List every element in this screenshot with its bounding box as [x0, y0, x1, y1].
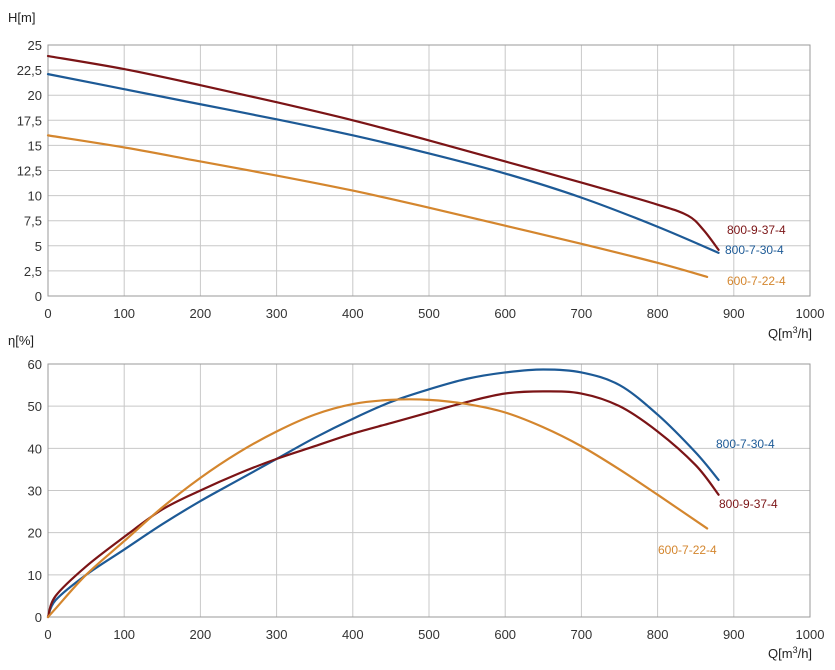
efficiency-chart: 0 100 200 300 400 500 600 700 800 900 1000 0 10 20 30 4… — [8, 333, 824, 661]
x-tick-label: 800 — [647, 627, 669, 642]
y-tick-label: 60 — [28, 357, 42, 372]
series-line-600-7-22-4 — [46, 134, 709, 279]
x-tick-label: 500 — [418, 306, 440, 321]
x-tick-label: 600 — [494, 627, 516, 642]
y-tick-label: 10 — [28, 568, 42, 583]
x-tick-label: 200 — [190, 627, 212, 642]
y-tick-label: 2,5 — [24, 264, 42, 279]
x-tick-label: 900 — [723, 627, 745, 642]
x-tick-label: 600 — [494, 306, 516, 321]
x-tick-label: 200 — [190, 306, 212, 321]
plot-frame — [47, 44, 811, 297]
y-tick-label: 10 — [28, 189, 42, 204]
y-tick-label: 7,5 — [24, 214, 42, 229]
y-tick-label: 22,5 — [17, 63, 42, 78]
x-tick-label: 0 — [44, 627, 51, 642]
x-axis-label: Q[m3/h] — [768, 325, 812, 341]
x-tick-label: 100 — [113, 627, 135, 642]
y-tick-label: 50 — [28, 399, 42, 414]
series-line-800-7-30-4 — [46, 73, 720, 254]
series-label-600-7-22-4: 600-7-22-4 — [727, 274, 786, 288]
x-tick-label: 700 — [571, 627, 593, 642]
x-tick-label: 900 — [723, 306, 745, 321]
series-label-800-9-37-4: 800-9-37-4 — [719, 497, 778, 511]
x-tick-label: 100 — [113, 306, 135, 321]
y-tick-label: 5 — [35, 239, 42, 254]
y-tick-label: 40 — [28, 441, 42, 456]
y-axis-label: H[m] — [8, 10, 35, 25]
series-label-800-9-37-4: 800-9-37-4 — [727, 223, 786, 237]
x-axis-label: Q[m3/h] — [768, 645, 812, 661]
series-line-800-9-37-4 — [46, 390, 720, 619]
plot-frame — [47, 363, 811, 618]
y-tick-label: 12,5 — [17, 164, 42, 179]
y-tick-label: 20 — [28, 526, 42, 541]
head-chart: 0 100 200 300 400 500 600 700 800 900 1000 0 2,5 5 7,5… — [8, 10, 824, 341]
y-tick-label: 0 — [35, 289, 42, 304]
y-tick-label: 0 — [35, 610, 42, 625]
series-label-600-7-22-4: 600-7-22-4 — [658, 543, 717, 557]
x-tick-label: 500 — [418, 627, 440, 642]
x-tick-label: 800 — [647, 306, 669, 321]
x-tick-label: 400 — [342, 627, 364, 642]
y-tick-label: 20 — [28, 88, 42, 103]
y-tick-label: 25 — [28, 38, 42, 53]
series-line-600-7-22-4 — [46, 398, 709, 619]
x-tick-label: 1000 — [796, 306, 825, 321]
y-axis-label: η[%] — [8, 333, 34, 348]
x-tick-label: 0 — [44, 306, 51, 321]
series-label-800-7-30-4: 800-7-30-4 — [725, 243, 784, 257]
series-line-800-9-37-4 — [46, 54, 720, 251]
x-tick-label: 1000 — [796, 627, 825, 642]
series-line-800-7-30-4 — [46, 368, 720, 619]
x-tick-label: 400 — [342, 306, 364, 321]
y-tick-label: 15 — [28, 138, 42, 153]
x-tick-label: 300 — [266, 627, 288, 642]
x-tick-label: 300 — [266, 306, 288, 321]
x-tick-label: 700 — [571, 306, 593, 321]
y-tick-label: 17,5 — [17, 113, 42, 128]
series-label-800-7-30-4: 800-7-30-4 — [716, 437, 775, 451]
y-tick-label: 30 — [28, 484, 42, 499]
